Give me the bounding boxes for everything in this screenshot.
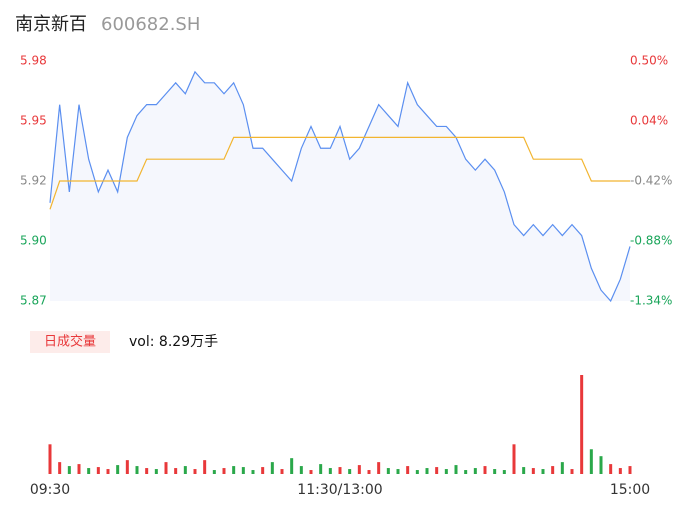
volume-bar [280, 469, 284, 474]
volume-badge [30, 331, 110, 353]
volume-label: 日成交量 [44, 334, 96, 350]
volume-bar [251, 470, 255, 474]
volume-bar [48, 444, 52, 474]
x-tick-label: 15:00 [610, 482, 650, 498]
volume-bar [406, 466, 410, 474]
volume-bar [483, 466, 487, 474]
y-tick-label: 5.87 [20, 294, 47, 308]
volume-bar [183, 466, 187, 474]
volume-bar [386, 468, 390, 474]
volume-bar [309, 470, 313, 474]
volume-bar [435, 467, 439, 474]
volume-bar [580, 375, 584, 474]
x-tick-label: 09:30 [30, 482, 70, 498]
volume-bar [628, 466, 632, 474]
y2-tick-label: 0.04% [630, 114, 668, 128]
volume-bar [328, 468, 332, 474]
volume-bar [241, 467, 245, 474]
volume-bar [377, 462, 381, 474]
volume-bar [232, 466, 236, 474]
volume-bar [203, 460, 207, 474]
price-line [49, 70, 631, 303]
volume-bar [425, 468, 429, 474]
volume-bar [570, 469, 574, 474]
volume-bar [609, 464, 613, 474]
average-line [49, 136, 630, 210]
volume-bar [348, 469, 352, 474]
volume-bar [454, 465, 458, 474]
volume-bar [154, 469, 158, 474]
y2-tick-label: -1.34% [630, 294, 672, 308]
chart-subtitle: 600682.SH [101, 14, 200, 35]
chart-title: 南京新百 [15, 14, 87, 35]
volume-bar [164, 462, 168, 474]
volume-bar [444, 469, 448, 474]
volume-text: vol: 8.29万手 [129, 334, 218, 350]
volume-bar [512, 444, 516, 474]
volume-bar [212, 470, 216, 474]
volume-bar [618, 468, 622, 474]
volume-bar [58, 462, 62, 474]
volume-bar [299, 466, 303, 474]
volume-bar [396, 469, 400, 474]
volume-bar [560, 462, 564, 474]
volume-bar [599, 456, 603, 474]
volume-bar [589, 449, 593, 474]
volume-bar [319, 464, 323, 474]
volume-bar [106, 469, 110, 474]
volume-bar [473, 468, 477, 474]
volume-bar [145, 468, 149, 474]
volume-bar [464, 470, 468, 474]
volume-bar [357, 465, 361, 474]
volume-bar [174, 468, 178, 474]
y-tick-label: 5.90 [20, 234, 47, 248]
volume-bar [531, 468, 535, 474]
y2-tick-label: -0.88% [630, 234, 672, 248]
volume-bar [493, 469, 497, 474]
volume-bar [367, 470, 371, 474]
y-tick-label: 5.98 [20, 54, 47, 68]
volume-bar [135, 466, 139, 474]
volume-bar [551, 466, 555, 474]
volume-bar [116, 465, 120, 474]
volume-bar [290, 458, 294, 474]
volume-bar [522, 467, 526, 474]
volume-bar [270, 462, 274, 474]
volume-bar [67, 466, 71, 474]
volume-bar [125, 460, 129, 474]
volume-bar [502, 470, 506, 474]
volume-bar [541, 469, 545, 474]
y2-tick-label: -0.42% [630, 174, 672, 188]
volume-bar [415, 470, 419, 474]
x-tick-label: 11:30/13:00 [297, 482, 382, 498]
volume-bar [96, 467, 100, 474]
volume-bar [222, 468, 226, 474]
volume-bar [338, 467, 342, 474]
y2-tick-label: 0.50% [630, 54, 668, 68]
y-tick-label: 5.92 [20, 174, 47, 188]
volume-bar [261, 467, 265, 474]
volume-bar [77, 464, 81, 474]
price-area [50, 71, 630, 301]
y-tick-label: 5.95 [20, 114, 47, 128]
volume-bar [87, 468, 91, 474]
volume-bar [193, 469, 197, 474]
